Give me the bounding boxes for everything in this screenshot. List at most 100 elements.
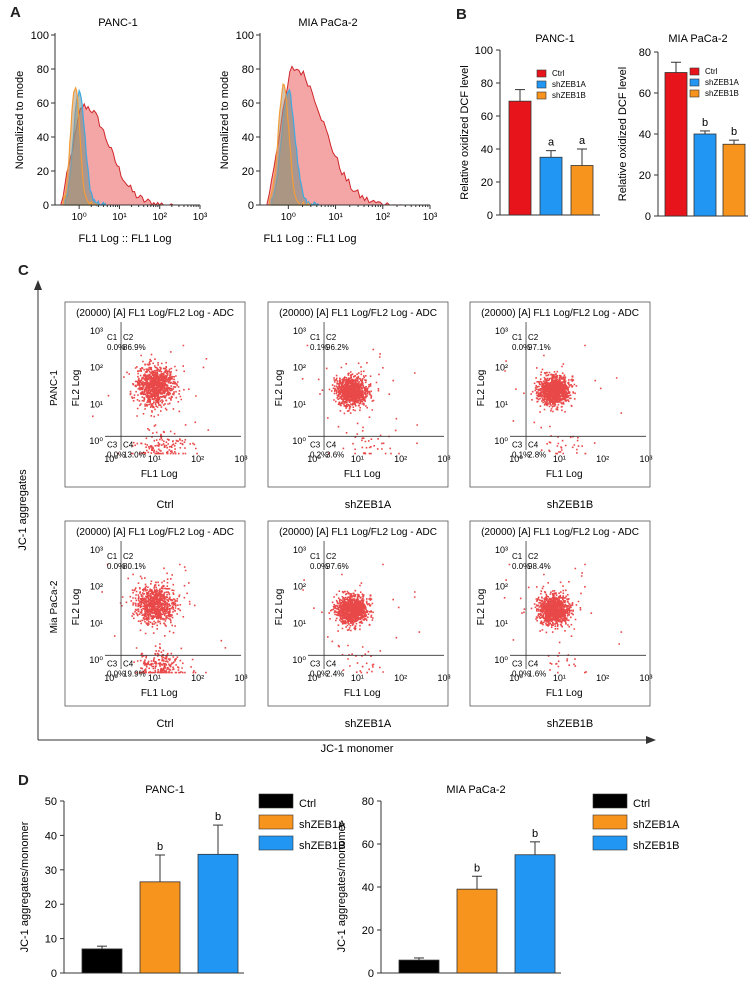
x-tick-label: 10¹ [553,454,566,464]
y-tick-label: 40 [481,144,493,156]
quadrant-percent: 0.0% [310,669,328,678]
x-axis-label: FL1 Log [546,688,583,699]
scatter-points [92,344,210,455]
significance-label: a [548,137,555,149]
panel-d-jc1-charts: PANC-1 0 10 20 30 40 50 JC-1 aggregates/monomer… [19,784,680,980]
quadrant-percent: 0.0% [107,669,125,678]
bar-shzeb1a [456,888,498,974]
y-tick-label: 10² [293,363,306,373]
quadrant-label: C4 [326,659,337,668]
x-tick-label: 10³ [437,454,450,464]
y-tick-label: 100 [31,30,49,42]
x-tick-label: 10² [376,212,391,223]
bar-ctrl [398,959,440,974]
plot-title: (20000) [A] FL1 Log/FL2 Log - ADC [279,527,437,538]
panel-label-c: C [18,262,29,279]
y-tick-label: 10⁰ [89,655,103,665]
quadrant-label: C2 [326,333,337,342]
quadrant-percent: 0.0% [512,562,530,571]
legend-label: Ctrl [633,798,650,810]
legend-label: shZEB1A [552,80,586,89]
y-tick-label: 40 [639,129,651,141]
flow-plot-2: (20000) [A] FL1 Log/FL2 Log - ADCC10.1%C… [267,301,451,488]
x-tick-label: 10² [191,454,204,464]
quadrant-label: C4 [528,659,539,668]
x-axis-label: FL1 Log [344,469,381,480]
quadrant-label: C3 [107,659,118,668]
legend-label: shZEB1B [633,840,679,852]
y-tick-label: 10⁰ [494,436,508,446]
quadrant-label: C3 [310,659,321,668]
x-tick-label: 10⁰ [509,673,523,683]
quadrant-percent: 0.0% [512,669,530,678]
y-tick-label: 10⁰ [89,436,103,446]
flow-plot-4: (20000) [A] FL1 Log/FL2 Log - ADCC10.0%C… [49,520,248,707]
quadrant-percent: 2.8% [528,450,546,459]
y-axis-label: FL2 Log [274,370,285,407]
y-tick-label: 60 [242,98,254,110]
y-tick-label: 10³ [90,326,103,336]
x-tick-label: 10¹ [148,673,161,683]
bar-shzeb1b [570,165,594,216]
x-tick-label: 10³ [639,454,652,464]
y-tick-label: 10² [495,582,508,592]
bar-shzeb1b [197,853,239,974]
x-tick-label: 10³ [423,212,438,223]
y-tick-label: 10⁰ [292,436,306,446]
quadrant-label: C2 [326,552,337,561]
quadrant-percent: 0.2% [310,450,328,459]
bar-shzeb1a [139,881,181,974]
bar-chart-panc-1: PANC-1 0 20 40 60 80 100 Relative oxidized DCF … [459,33,600,222]
significance-label: b [474,862,480,874]
bar-shzeb1a [539,156,563,216]
x-tick-label: 10¹ [148,454,161,464]
quadrant-percent: 0.0% [310,562,328,571]
x-tick-label: 10⁰ [72,212,87,223]
y-tick-label: 10³ [495,326,508,336]
quadrant-percent: 97.6% [326,562,349,571]
bar-chart-mia-paca-2: MIA PaCa-2 0 20 40 60 80 Relative oxidized DCF… [617,33,748,223]
y-tick-label: 10⁰ [292,655,306,665]
legend-label: shZEB1A [299,819,346,831]
y-axis-label: FL2 Log [476,370,487,407]
x-tick-label: 10³ [639,673,652,683]
plot-title: (20000) [A] FL1 Log/FL2 Log - ADC [76,527,234,538]
panel-label-b: B [456,6,467,23]
y-tick-label: 0 [487,210,493,222]
quadrant-label: C2 [528,333,539,342]
x-tick-label: 10⁰ [509,454,523,464]
scatter-points [302,563,421,674]
y-axis-label: FL2 Log [476,589,487,626]
y-tick-label: 80 [242,64,254,76]
arrow-up-icon [34,280,42,290]
x-axis-label: FL1 Log [546,469,583,480]
quadrant-percent: 96.2% [326,343,349,352]
chart-title: PANC-1 [145,784,185,796]
significance-label: b [532,828,538,840]
quadrant-label: C1 [512,333,523,342]
x-tick-label: 10¹ [553,673,566,683]
row-label: Mia PaCa-2 [49,580,60,633]
legend-swatch [258,793,294,809]
x-tick-label: 10¹ [351,454,364,464]
significance-label: b [702,117,708,129]
y-tick-label: 10³ [495,545,508,555]
x-tick-label: 10³ [437,673,450,683]
quadrant-percent: 0.0% [107,450,125,459]
y-tick-label: 10 [45,934,57,946]
panel-c-flow-plots: JC-1 aggregates JC-1 monomer (20000) [A] F… [17,280,656,755]
plot-title: (20000) [A] FL1 Log/FL2 Log - ADC [481,308,639,319]
y-tick-label: 10¹ [90,399,103,409]
x-tick-label: 10³ [234,454,247,464]
chart-title: MIA PaCa-2 [446,784,505,796]
column-label: shZEB1A [345,718,392,730]
x-tick-label: 10⁰ [307,454,321,464]
column-label: shZEB1A [345,499,392,511]
x-tick-label: 10¹ [351,673,364,683]
y-axis-label: Normalized to mode [14,71,26,169]
bar-ctrl [81,948,123,974]
x-tick-label: 10² [596,454,609,464]
quadrant-label: C1 [310,333,321,342]
quadrant-percent: 13.0% [123,450,146,459]
quadrant-label: C2 [123,333,134,342]
